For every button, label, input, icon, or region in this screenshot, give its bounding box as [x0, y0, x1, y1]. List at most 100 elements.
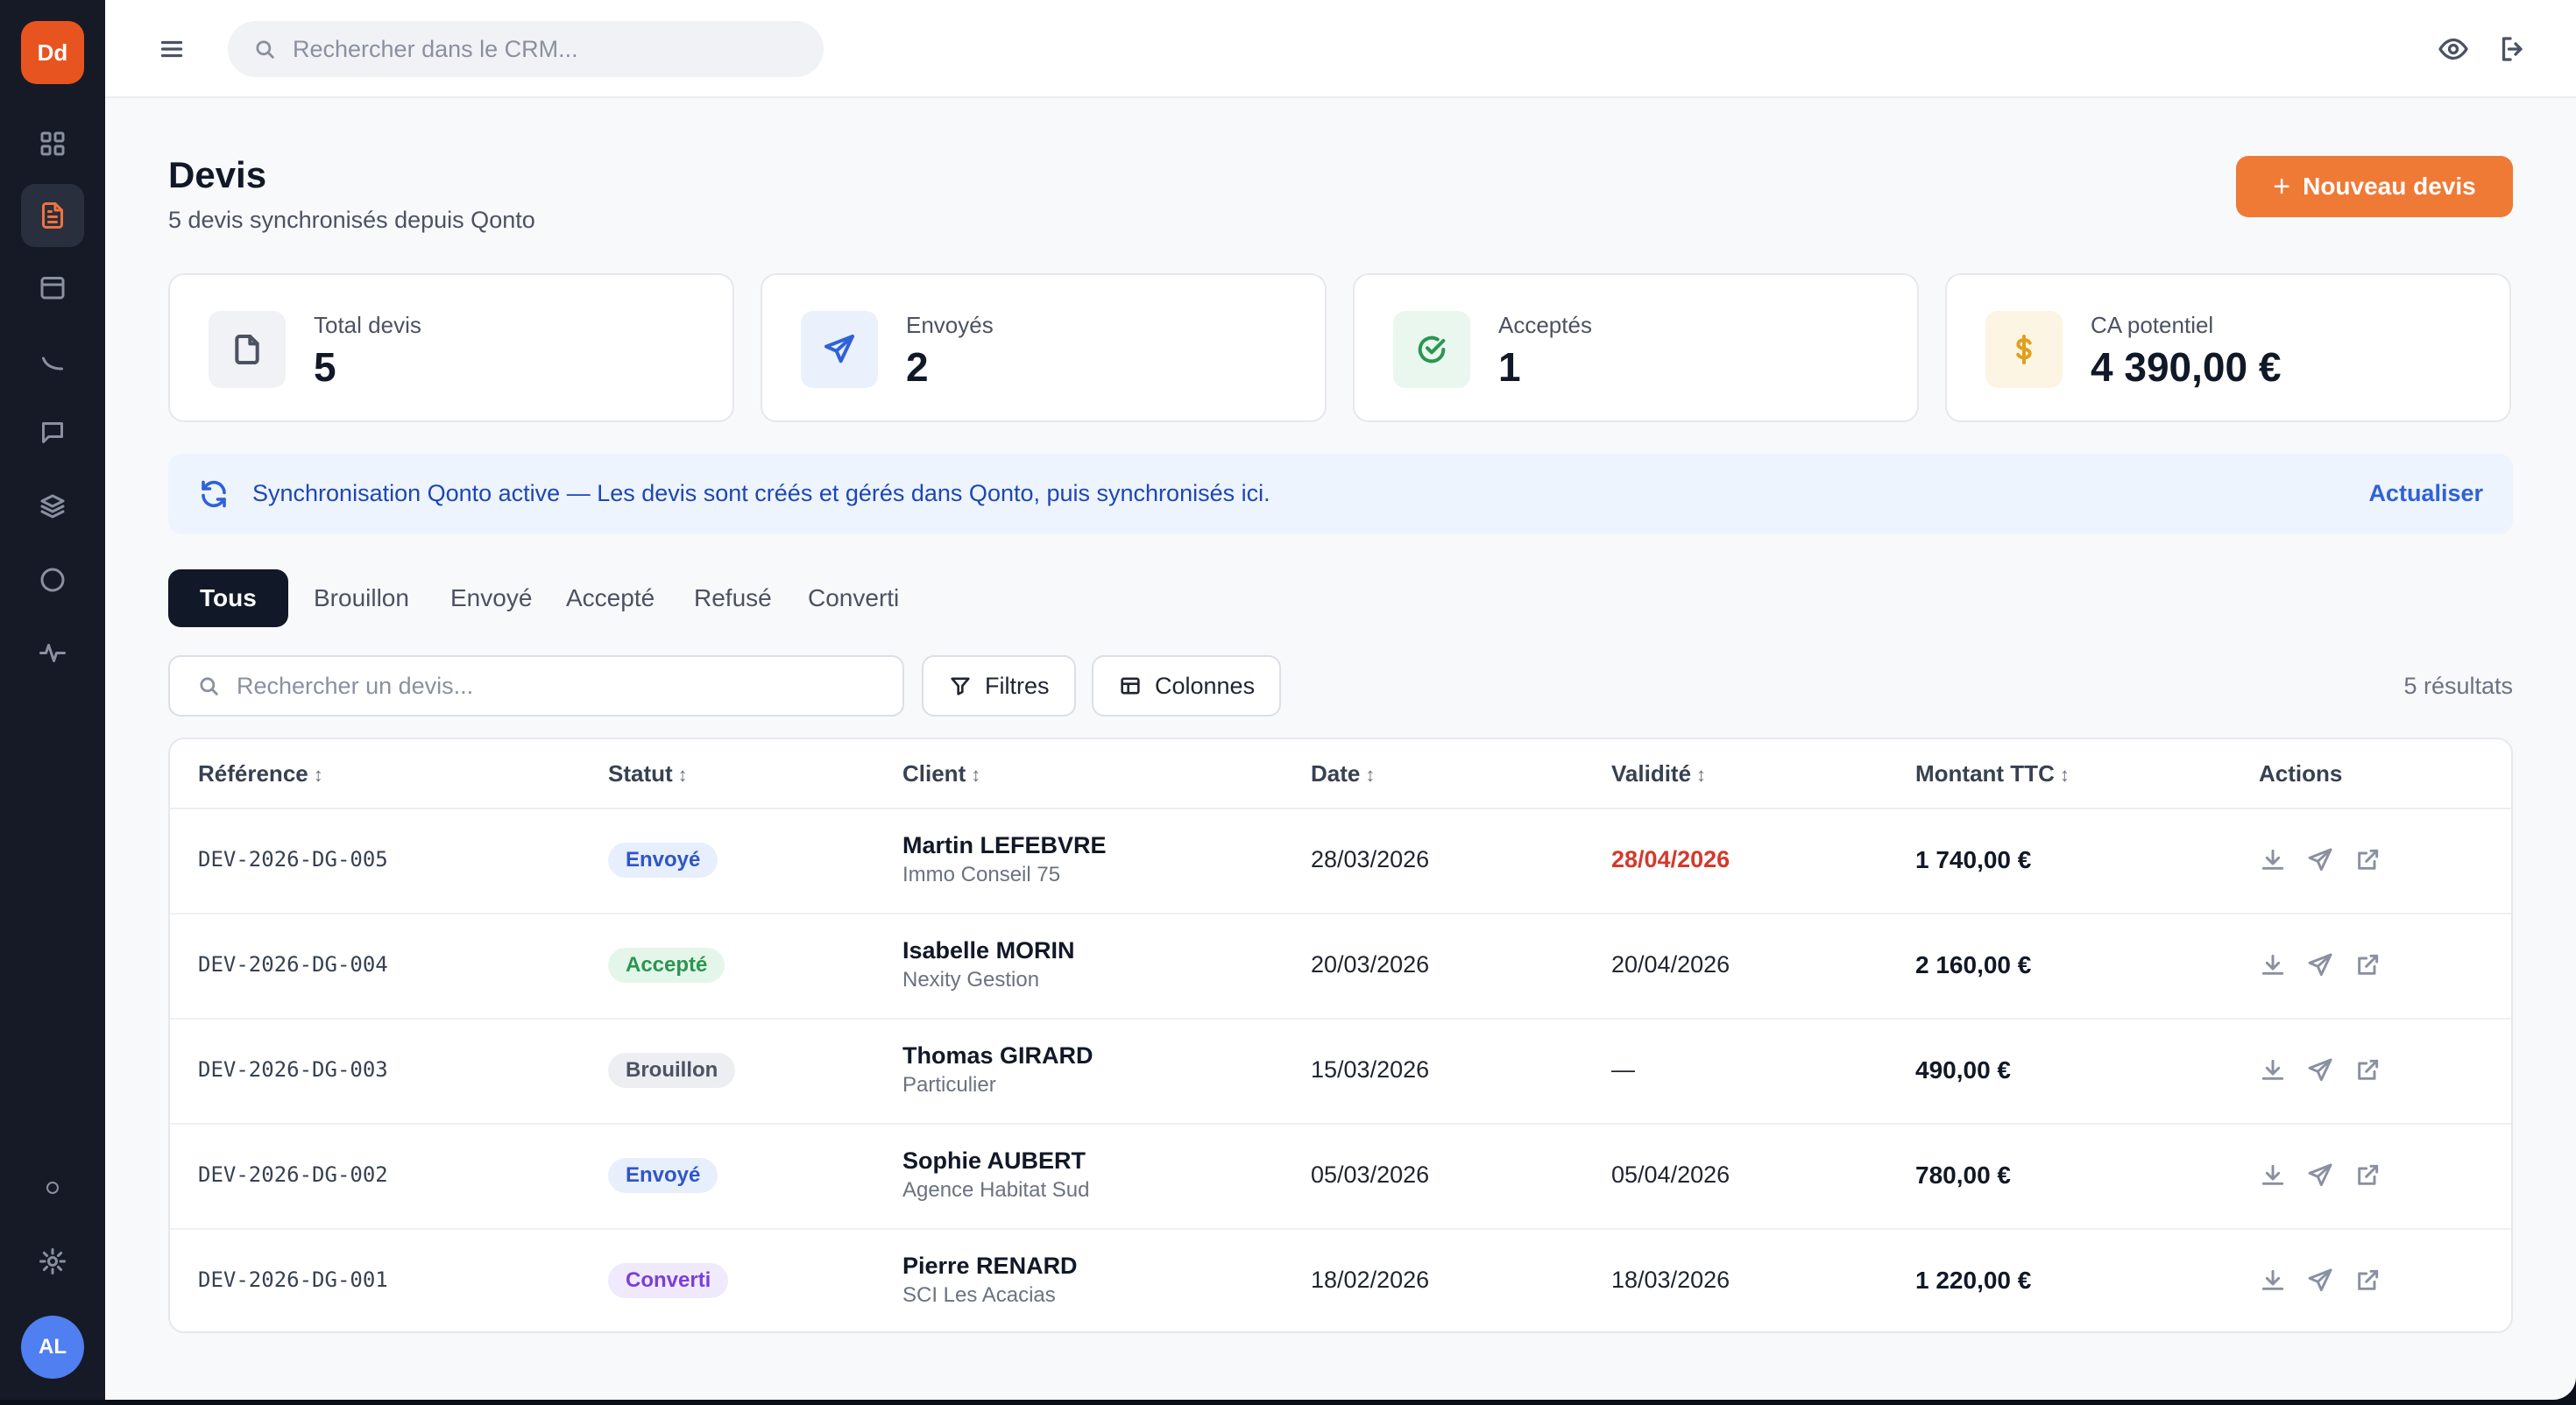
stat-value: 1 — [1498, 344, 1521, 390]
stat-label: CA potentiel — [2091, 312, 2214, 338]
column-header-label: Référence — [198, 760, 308, 787]
stat-icon-box — [1985, 311, 2063, 388]
download-button[interactable] — [2259, 951, 2287, 979]
nav-activity[interactable] — [21, 620, 84, 683]
download-icon — [2261, 849, 2284, 870]
column-header-reference[interactable]: Référence ↕ — [198, 760, 323, 787]
column-header-validity[interactable]: Validité ↕ — [1611, 760, 1706, 787]
new-devis-button[interactable]: + Nouveau devis — [2236, 156, 2513, 217]
table-row[interactable]: DEV-2026-DG-001 Converti Pierre RENARD S… — [170, 1230, 2511, 1331]
nav-circle[interactable] — [21, 548, 84, 611]
columns-label: Colonnes — [1155, 672, 1256, 699]
nav-layers[interactable] — [21, 475, 84, 538]
client-cell: Sophie AUBERT Agence Habitat Sud — [902, 1147, 1089, 1203]
refresh-link[interactable]: Actualiser — [2368, 480, 2483, 506]
column-header-date[interactable]: Date ↕ — [1311, 760, 1375, 787]
open-external-button[interactable] — [2353, 951, 2381, 979]
download-button[interactable] — [2259, 1267, 2287, 1295]
send-button[interactable] — [2306, 1267, 2334, 1295]
column-header-label: Validité — [1611, 760, 1692, 787]
devis-amount: 780,00 € — [1915, 1161, 2011, 1189]
global-search-input[interactable] — [293, 35, 783, 63]
tab-envoye[interactable]: Envoyé — [450, 584, 533, 611]
column-header-status[interactable]: Statut ↕ — [608, 760, 688, 787]
page-subtitle: 5 devis synchronisés depuis Qonto — [168, 207, 535, 233]
dollar-icon — [2016, 335, 2032, 364]
devis-reference: DEV-2026-DG-003 — [198, 1057, 388, 1082]
nav-settings[interactable] — [21, 1230, 84, 1293]
nav-calendar[interactable] — [21, 256, 84, 319]
download-button[interactable] — [2259, 1056, 2287, 1084]
client-company: Immo Conseil 75 — [902, 863, 1061, 886]
search-icon — [200, 677, 218, 695]
tab-brouillon[interactable]: Brouillon — [314, 584, 409, 611]
open-external-button[interactable] — [2353, 1267, 2381, 1295]
send-button[interactable] — [2306, 951, 2334, 979]
client-name: Martin LEFEBVRE — [902, 832, 1107, 858]
table-row[interactable]: DEV-2026-DG-003 Brouillon Thomas GIRARD … — [170, 1020, 2511, 1125]
send-icon — [2308, 848, 2332, 872]
download-button[interactable] — [2259, 1161, 2287, 1190]
menu-icon — [160, 40, 183, 58]
stat-icon-box — [1393, 311, 1470, 388]
send-icon — [824, 335, 854, 364]
search-icon — [256, 40, 274, 59]
status-badge: Accepté — [608, 948, 725, 983]
table-row[interactable]: DEV-2026-DG-005 Envoyé Martin LEFEBVRE I… — [170, 809, 2511, 914]
layers-icon — [40, 494, 65, 519]
download-button[interactable] — [2259, 846, 2287, 874]
columns-button[interactable]: Colonnes — [1092, 655, 1282, 717]
devis-validity: 18/03/2026 — [1611, 1267, 1730, 1293]
tab-converti[interactable]: Converti — [808, 584, 900, 611]
top-bar — [105, 0, 2576, 98]
open-external-button[interactable] — [2353, 1056, 2381, 1084]
nav-messages[interactable] — [21, 401, 84, 464]
send-button[interactable] — [2306, 1161, 2334, 1190]
nav-pipeline[interactable] — [21, 329, 84, 392]
table-row[interactable]: DEV-2026-DG-002 Envoyé Sophie AUBERT Age… — [170, 1125, 2511, 1230]
results-count: 5 résultats — [2403, 673, 2513, 699]
stat-value: 5 — [314, 344, 336, 390]
send-icon — [2308, 1163, 2332, 1187]
check-circle-icon — [1418, 335, 1446, 364]
filters-button[interactable]: Filtres — [922, 655, 1076, 717]
send-button[interactable] — [2306, 1056, 2334, 1084]
nav-dashboard[interactable] — [21, 112, 84, 175]
menu-toggle-button[interactable] — [156, 33, 188, 65]
plus-icon: + — [2273, 170, 2291, 203]
devis-search — [168, 655, 904, 717]
devis-reference: DEV-2026-DG-005 — [198, 847, 388, 872]
settings-icon — [39, 1248, 66, 1274]
column-header-amount[interactable]: Montant TTC ↕ — [1915, 760, 2070, 787]
workspace-logo[interactable]: Dd — [21, 21, 84, 84]
devis-amount: 1 220,00 € — [1915, 1267, 2032, 1294]
client-name: Pierre RENARD — [902, 1253, 1078, 1279]
stat-label: Acceptés — [1498, 312, 1592, 338]
column-header-client[interactable]: Client ↕ — [902, 760, 980, 787]
client-cell: Martin LEFEBVRE Immo Conseil 75 — [902, 832, 1107, 887]
preview-button[interactable] — [2438, 33, 2469, 65]
nav-devis[interactable] — [21, 184, 84, 247]
stat-label: Envoyés — [906, 312, 994, 338]
devis-search-input[interactable] — [237, 672, 902, 700]
activity-icon — [39, 644, 66, 662]
chat-icon — [42, 422, 63, 443]
table-row[interactable]: DEV-2026-DG-004 Accepté Isabelle MORIN N… — [170, 914, 2511, 1020]
sync-banner: Synchronisation Qonto active — Les devis… — [168, 454, 2513, 534]
external-link-icon — [2358, 1164, 2379, 1185]
row-actions — [2259, 846, 2381, 874]
tab-accepte[interactable]: Accepté — [566, 584, 655, 611]
tab-refuse[interactable]: Refusé — [694, 584, 772, 611]
status-badge: Envoyé — [608, 843, 718, 878]
sort-icon: ↕ — [1365, 764, 1376, 786]
eye-icon — [2438, 38, 2468, 60]
tab-tous[interactable]: Tous — [168, 569, 288, 627]
download-icon — [2261, 1269, 2284, 1290]
open-external-button[interactable] — [2353, 1161, 2381, 1190]
send-button[interactable] — [2306, 846, 2334, 874]
logout-button[interactable] — [2497, 33, 2529, 65]
user-avatar[interactable]: AL — [21, 1316, 84, 1379]
stat-icon-box — [801, 311, 878, 388]
open-external-button[interactable] — [2353, 846, 2381, 874]
